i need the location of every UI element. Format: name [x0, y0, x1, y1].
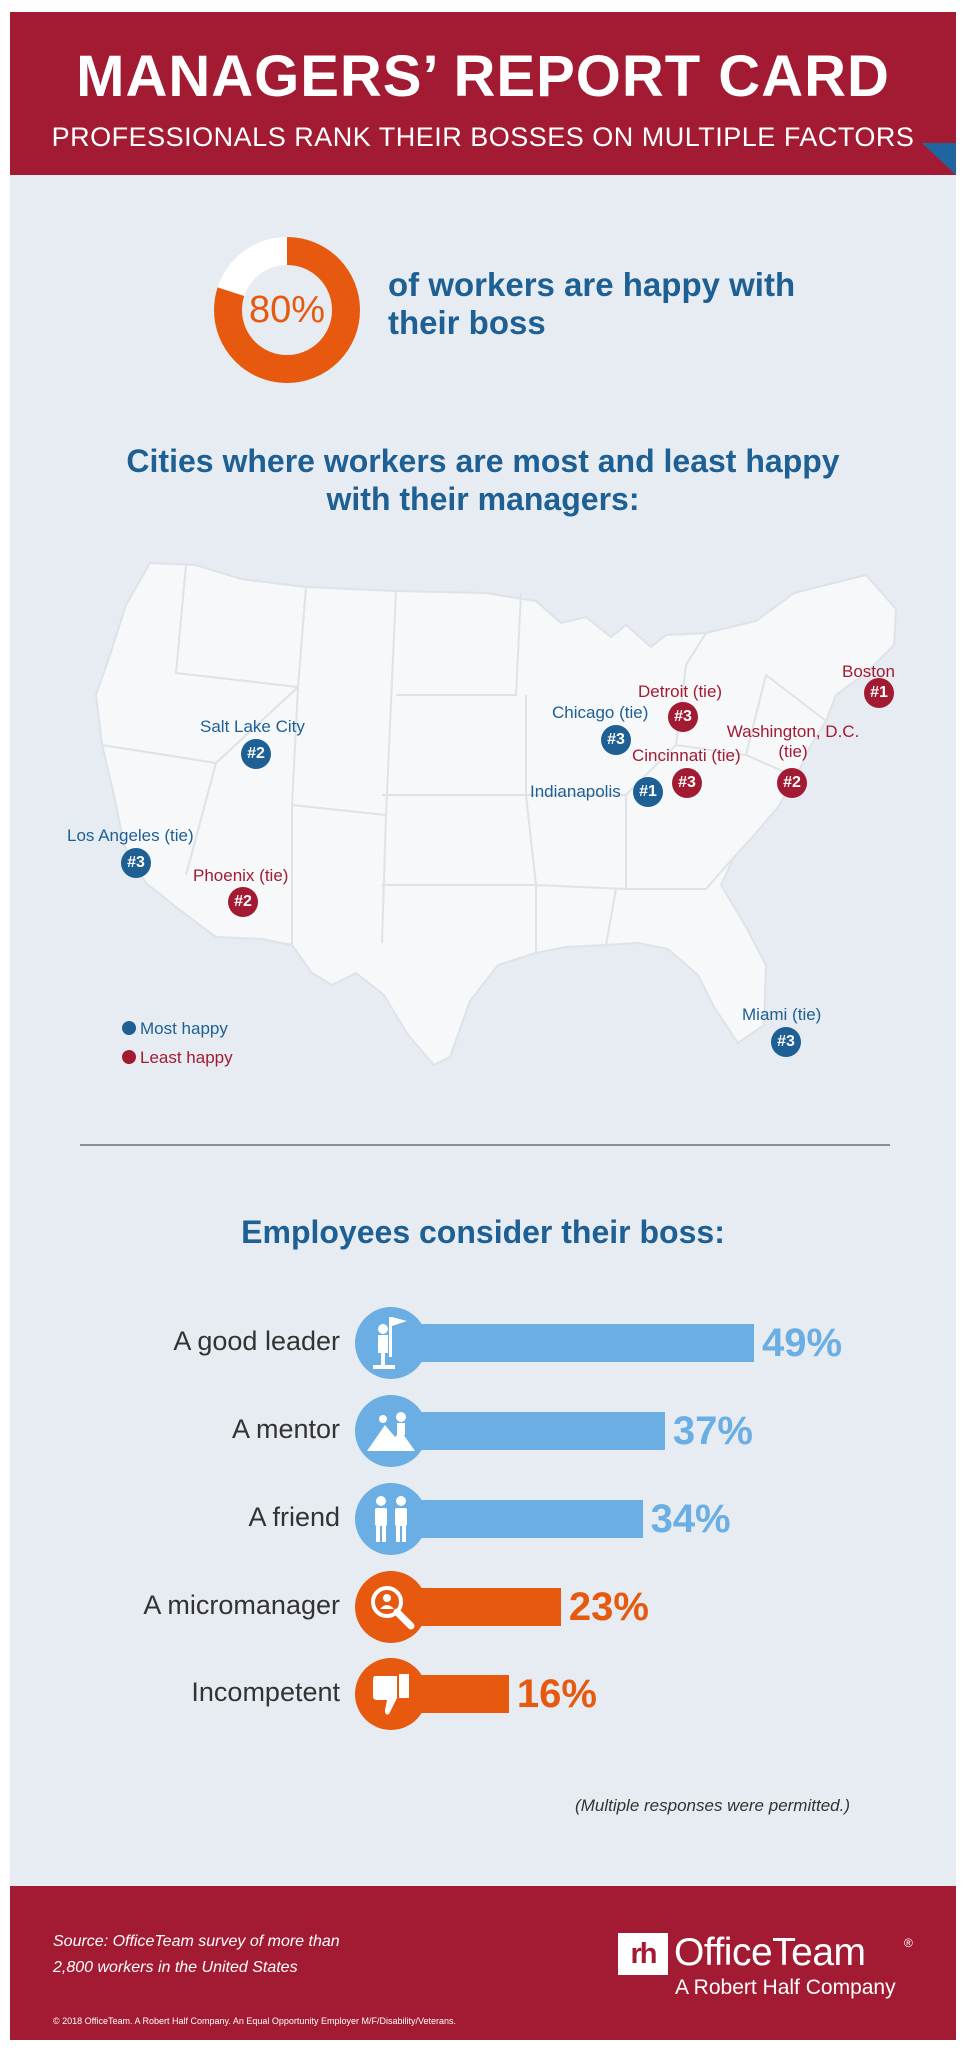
city-rank-badge: #2	[777, 768, 807, 798]
city-rank-badge: #3	[672, 768, 702, 798]
city-label-phoenix-tie: Phoenix (tie)	[193, 866, 289, 885]
legend-dot-red	[122, 1050, 136, 1064]
city-rank-badge: #2	[228, 887, 258, 917]
friends-icon	[355, 1483, 427, 1555]
legend-most-label: Most happy	[140, 1019, 228, 1038]
city-rank-badge: #3	[771, 1027, 801, 1057]
officeteam-logo: rh OfficeTeam ® A Robert Half Company	[618, 1930, 918, 2000]
mentor-climb-icon	[355, 1395, 427, 1467]
city-label-indianapolis: Indianapolis	[530, 782, 621, 801]
corner-fold	[922, 143, 956, 175]
bar-label-a-good-leader: A good leader	[173, 1326, 340, 1356]
city-label-chicago-tie: Chicago (tie)	[552, 703, 649, 722]
section-divider	[80, 1144, 890, 1146]
city-rank-badge: #3	[668, 702, 698, 732]
state-borders	[101, 564, 827, 953]
legend-least-happy: Least happy	[122, 1048, 233, 1068]
bar-value-a-micromanager: 23%	[568, 1585, 649, 1629]
legend-most-happy: Most happy	[122, 1019, 228, 1039]
bar-value-a-mentor: 37%	[672, 1409, 753, 1453]
city-rank-badge: #3	[601, 725, 631, 755]
donut-percent-label: 80%	[248, 289, 326, 331]
us-map	[94, 561, 898, 1067]
us-map-shape	[94, 561, 898, 1067]
donut-arc	[214, 237, 360, 383]
cities-title: Cities where workers are most and least …	[126, 443, 840, 517]
city-rank-badge: #1	[633, 777, 663, 807]
header-banner: MANAGERS’ REPORT CARD PROFESSIONALS RANK…	[10, 12, 956, 175]
bar-icon-circle	[355, 1483, 427, 1555]
responses-note: (Multiple responses were permitted.)	[575, 1796, 850, 1815]
legend-least-label: Least happy	[140, 1048, 233, 1067]
city-label-detroit-tie: Detroit (tie)	[638, 682, 723, 701]
source-line-1: Source: OfficeTeam survey of more than	[53, 1933, 340, 1950]
bar-a-mentor	[390, 1412, 665, 1450]
city-rank-badge: #3	[121, 848, 151, 878]
leader-flag-icon	[355, 1307, 427, 1379]
bar-label-incompetent: Incompetent	[191, 1677, 340, 1707]
city-label-salt-lake-city: Salt Lake City	[200, 717, 305, 736]
bar-a-good-leader	[390, 1324, 754, 1362]
bars-title: Employees consider their boss:	[241, 1214, 725, 1250]
bar-value-incompetent: 16%	[516, 1672, 597, 1716]
logo-name: OfficeTeam	[674, 1931, 866, 1974]
stat-text: of workers are happy with their boss	[388, 266, 796, 341]
footer: Source: OfficeTeam survey of more than 2…	[10, 1886, 956, 2040]
copyright-text: © 2018 OfficeTeam. A Robert Half Company…	[53, 2016, 456, 2026]
bar-label-a-friend: A friend	[248, 1502, 340, 1532]
city-label-washington-d-c-tie: Washington, D.C. (tie)	[726, 722, 860, 761]
logo-registered-mark: ®	[904, 1936, 913, 1950]
bar-a-friend	[390, 1500, 643, 1538]
page-title: MANAGERS’ REPORT CARD	[76, 44, 890, 109]
happiness-donut-chart	[214, 237, 360, 383]
logo-rh-mark: rh	[618, 1933, 668, 1975]
city-label-miami-tie: Miami (tie)	[742, 1005, 822, 1024]
source-line-2: 2,800 workers in the United States	[53, 1959, 298, 1976]
city-label-los-angeles-tie: Los Angeles (tie)	[67, 826, 194, 845]
magnifier-person-icon	[355, 1571, 427, 1643]
source-text: Source: OfficeTeam survey of more than 2…	[53, 1929, 340, 1981]
city-rank-badge: #2	[241, 739, 271, 769]
thumbs-down-icon	[355, 1658, 427, 1730]
logo-subtitle: A Robert Half Company	[675, 1976, 896, 1999]
bar-icon-circle	[355, 1395, 427, 1467]
bar-value-a-friend: 34%	[650, 1497, 731, 1541]
city-label-cincinnati-tie: Cincinnati (tie)	[632, 746, 741, 765]
city-rank-badge: #1	[864, 678, 894, 708]
legend-dot-blue	[122, 1021, 136, 1035]
bar-label-a-micromanager: A micromanager	[143, 1590, 340, 1620]
bar-value-a-good-leader: 49%	[762, 1321, 843, 1365]
bar-label-a-mentor: A mentor	[231, 1414, 340, 1444]
page-subtitle: PROFESSIONALS RANK THEIR BOSSES ON MULTI…	[51, 122, 915, 152]
city-label-boston: Boston	[842, 662, 895, 681]
